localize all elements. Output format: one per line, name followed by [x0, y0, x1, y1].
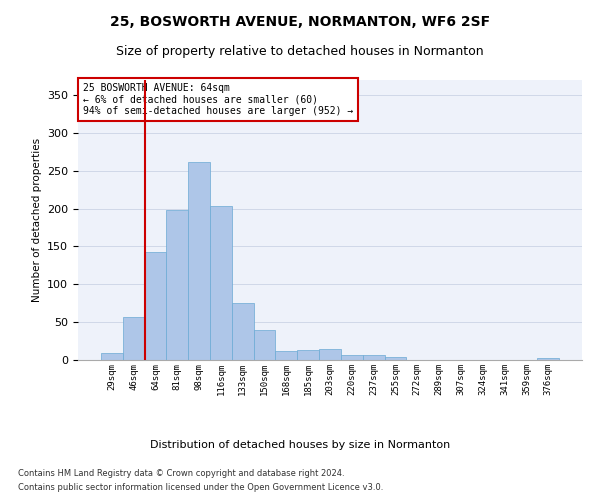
Bar [101, 353, 123, 360]
Text: 25, BOSWORTH AVENUE, NORMANTON, WF6 2SF: 25, BOSWORTH AVENUE, NORMANTON, WF6 2SF [110, 15, 490, 29]
Text: Contains public sector information licensed under the Open Government Licence v3: Contains public sector information licen… [18, 484, 383, 492]
Bar [210, 206, 232, 360]
Text: 25 BOSWORTH AVENUE: 64sqm
← 6% of detached houses are smaller (60)
94% of semi-d: 25 BOSWORTH AVENUE: 64sqm ← 6% of detach… [83, 83, 353, 116]
Bar [297, 350, 319, 360]
Bar [145, 252, 166, 360]
Bar [166, 210, 188, 360]
Bar [319, 350, 341, 360]
Bar [254, 330, 275, 360]
Bar [385, 357, 406, 360]
Bar [232, 303, 254, 360]
Bar [123, 317, 145, 360]
Bar [188, 162, 210, 360]
Text: Size of property relative to detached houses in Normanton: Size of property relative to detached ho… [116, 45, 484, 58]
Y-axis label: Number of detached properties: Number of detached properties [32, 138, 41, 302]
Bar [341, 356, 363, 360]
Bar [537, 358, 559, 360]
Text: Contains HM Land Registry data © Crown copyright and database right 2024.: Contains HM Land Registry data © Crown c… [18, 468, 344, 477]
Text: Distribution of detached houses by size in Normanton: Distribution of detached houses by size … [150, 440, 450, 450]
Bar [275, 351, 297, 360]
Bar [363, 354, 385, 360]
